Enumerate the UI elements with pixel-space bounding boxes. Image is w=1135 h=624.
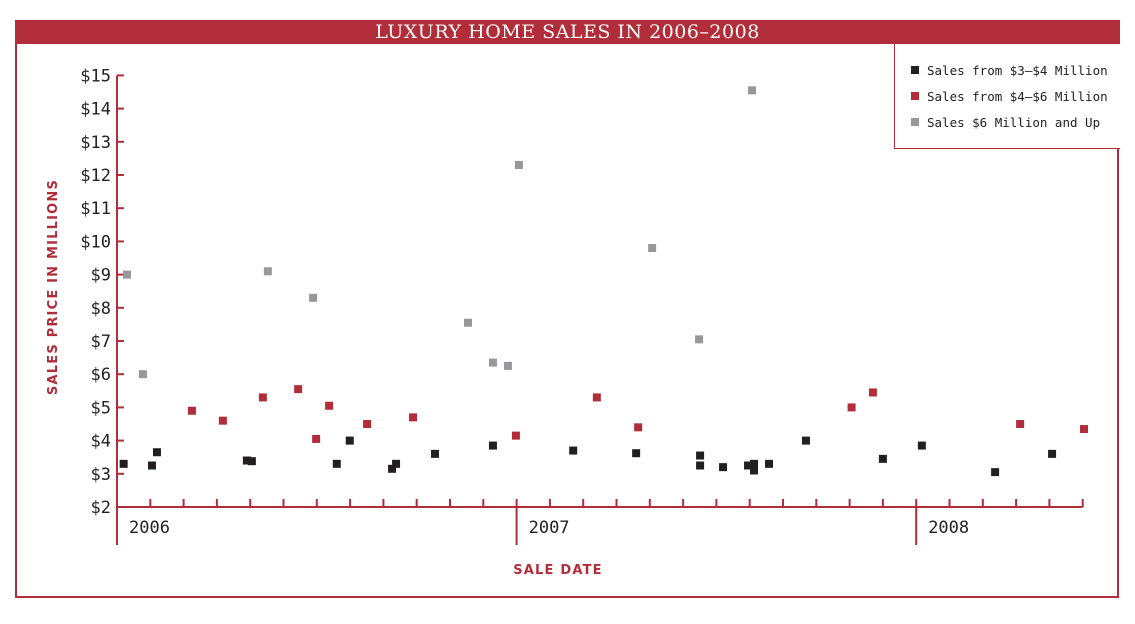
data-point <box>187 406 196 415</box>
y-tick-label: $4 <box>91 432 111 452</box>
y-tick-label: $14 <box>80 100 111 120</box>
data-point <box>511 431 520 440</box>
data-point <box>503 361 512 370</box>
data-point <box>388 464 397 473</box>
x-year-label: 2007 <box>529 518 570 538</box>
data-point <box>122 270 131 279</box>
data-point <box>247 457 256 466</box>
legend: Sales from $3–$4 Million Sales from $4–$… <box>894 44 1120 149</box>
legend-item-3-4m: Sales from $3–$4 Million <box>911 63 1108 78</box>
data-point <box>488 358 497 367</box>
y-tick-label: $15 <box>80 66 111 86</box>
data-point <box>696 461 705 470</box>
data-point <box>392 459 401 468</box>
data-point <box>263 267 272 276</box>
data-point <box>1080 424 1089 433</box>
data-point <box>309 293 318 302</box>
data-point <box>917 441 926 450</box>
data-point <box>325 401 334 410</box>
y-tick-label: $8 <box>91 299 111 319</box>
chart-title: LUXURY HOME SALES IN 2006–2008 <box>15 20 1120 44</box>
data-point <box>744 461 753 470</box>
data-point <box>138 370 147 379</box>
y-tick-label: $12 <box>80 166 111 186</box>
data-point <box>648 244 657 253</box>
data-point <box>632 449 641 458</box>
y-tick-label: $3 <box>91 465 111 485</box>
legend-item-6m-up: Sales $6 Million and Up <box>911 115 1100 130</box>
y-tick-label: $2 <box>91 498 111 518</box>
x-year-label: 2008 <box>928 518 969 538</box>
y-tick-label: $5 <box>91 398 111 418</box>
y-tick-label: $6 <box>91 365 111 385</box>
data-point <box>765 459 774 468</box>
data-point <box>345 436 354 445</box>
y-tick-label: $10 <box>80 232 111 252</box>
y-tick-label: $11 <box>80 199 111 219</box>
data-point <box>258 393 267 402</box>
data-point <box>294 385 303 394</box>
data-point <box>363 420 372 428</box>
legend-swatch-gray <box>911 118 919 126</box>
data-point <box>634 423 643 432</box>
legend-swatch-red <box>911 92 919 100</box>
data-point <box>431 449 440 458</box>
data-point <box>1016 420 1025 428</box>
data-point <box>991 468 1000 477</box>
data-point <box>119 459 128 468</box>
data-point <box>878 454 887 463</box>
y-axis-title: SALES PRICE IN MILLIONS <box>46 179 61 395</box>
data-point <box>1048 449 1057 458</box>
data-point <box>152 448 161 457</box>
data-point <box>801 436 810 445</box>
data-point <box>750 466 759 475</box>
data-point <box>242 456 251 465</box>
data-point <box>463 318 472 327</box>
x-year-label: 2006 <box>129 518 170 538</box>
data-point <box>332 459 341 468</box>
data-point <box>409 413 418 422</box>
data-point <box>569 446 578 455</box>
data-point <box>147 461 156 470</box>
data-point <box>218 416 227 425</box>
data-point <box>696 451 705 460</box>
y-tick-label: $7 <box>91 332 111 352</box>
data-point <box>592 393 601 402</box>
data-point <box>312 434 321 443</box>
data-point <box>750 459 759 468</box>
y-tick-label: $13 <box>80 133 111 153</box>
chart-frame <box>15 20 1119 598</box>
data-point <box>719 463 728 472</box>
data-point <box>868 388 877 397</box>
legend-item-4-6m: Sales from $4–$6 Million <box>911 89 1108 104</box>
y-tick-label: $9 <box>91 266 111 286</box>
data-point <box>695 335 704 344</box>
data-point <box>847 403 856 412</box>
data-point <box>514 161 523 170</box>
data-point <box>748 86 757 95</box>
x-axis-title: SALE DATE <box>513 563 603 578</box>
legend-swatch-black <box>911 66 919 74</box>
data-point <box>488 441 497 450</box>
